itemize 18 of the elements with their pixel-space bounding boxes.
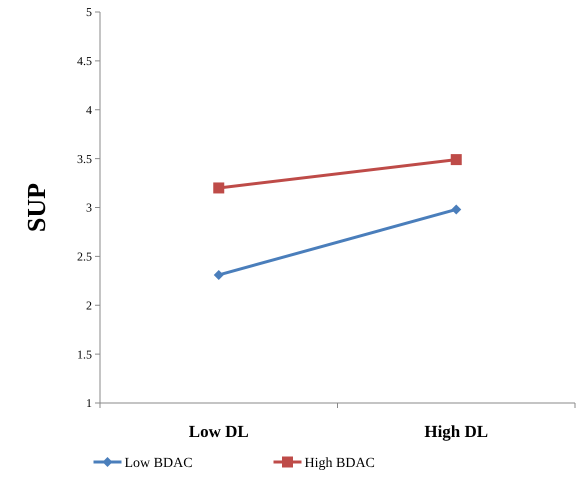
y-tick-label: 2 — [86, 298, 92, 312]
point — [450, 154, 462, 166]
y-tick-label: 5 — [86, 5, 92, 20]
y-tick-label: 3.5 — [77, 152, 92, 166]
y-tick-label: 1 — [86, 396, 92, 410]
y-tick-label: 3 — [86, 200, 92, 215]
point — [213, 182, 224, 194]
legend-label: High BDAC — [304, 456, 375, 471]
y-tick-label: 2.5 — [77, 250, 92, 264]
point — [451, 204, 462, 214]
legend-label: Low BDAC — [124, 456, 193, 471]
y-axis-title: SUP — [22, 182, 51, 232]
y-tick-label: 4.5 — [77, 54, 92, 68]
x-tick-label: High DL — [424, 422, 488, 441]
y-tick-label: 1.5 — [77, 347, 92, 362]
point — [214, 270, 224, 280]
x-tick-label: Low DL — [188, 422, 249, 441]
y-tick-label: 4 — [86, 102, 92, 117]
